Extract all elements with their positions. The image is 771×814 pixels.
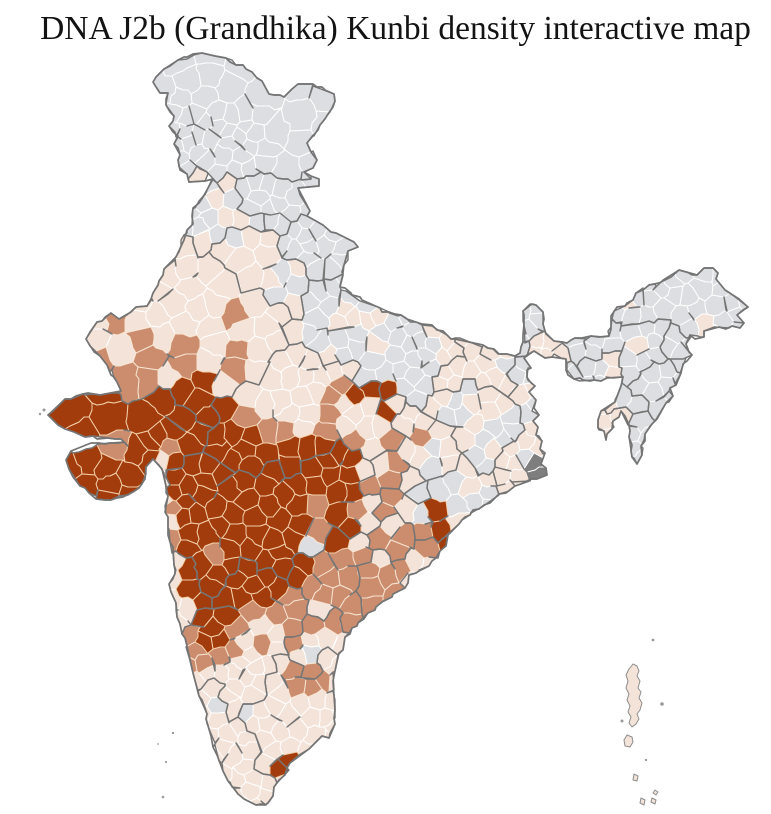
district[interactable] — [205, 99, 228, 122]
district[interactable] — [646, 332, 665, 350]
district[interactable] — [242, 504, 268, 527]
island-district[interactable] — [632, 773, 639, 782]
district[interactable] — [180, 134, 197, 155]
district[interactable] — [412, 521, 434, 541]
district[interactable] — [210, 628, 231, 650]
district[interactable] — [124, 326, 155, 354]
islands-layer — [38, 408, 664, 806]
state-border — [281, 273, 466, 413]
district[interactable] — [224, 339, 250, 361]
district[interactable] — [169, 86, 193, 109]
district[interactable] — [194, 630, 214, 655]
islet-dot — [164, 760, 168, 764]
districts-layer[interactable] — [47, 52, 749, 806]
islet-dot — [171, 731, 175, 735]
islet-dot — [161, 795, 165, 799]
district[interactable] — [299, 237, 320, 256]
island-district[interactable] — [639, 797, 646, 806]
district[interactable] — [281, 617, 304, 638]
district[interactable] — [252, 633, 272, 657]
islet-dot — [157, 743, 159, 745]
district[interactable] — [289, 692, 311, 717]
islet-dot — [644, 758, 648, 762]
island-district[interactable] — [650, 797, 657, 805]
state-border — [237, 646, 339, 784]
district[interactable] — [115, 459, 146, 488]
state-border — [164, 437, 383, 599]
district[interactable] — [214, 69, 249, 104]
state-border — [276, 213, 359, 282]
islet-dot — [42, 408, 46, 412]
state-border — [561, 318, 672, 415]
district[interactable] — [311, 583, 334, 606]
district[interactable] — [446, 390, 464, 411]
island-district[interactable] — [623, 734, 634, 748]
islet-dot — [38, 412, 42, 416]
district[interactable] — [303, 678, 323, 698]
district[interactable] — [286, 220, 303, 240]
state-border — [202, 341, 407, 479]
district[interactable] — [236, 119, 255, 135]
islet-dot — [660, 702, 664, 706]
district[interactable] — [240, 424, 264, 447]
district[interactable] — [304, 475, 328, 496]
district[interactable] — [318, 384, 343, 406]
district[interactable] — [289, 385, 315, 408]
island-district[interactable] — [652, 789, 659, 796]
national-boundary — [47, 52, 749, 806]
district[interactable] — [368, 322, 392, 343]
map-title: DNA J2b (Grandhika) Kunbi density intera… — [40, 10, 751, 47]
district[interactable] — [258, 172, 278, 197]
district[interactable] — [403, 350, 423, 369]
district[interactable] — [505, 454, 525, 472]
district[interactable] — [216, 135, 242, 152]
district[interactable] — [220, 296, 251, 332]
district[interactable] — [230, 585, 254, 611]
district[interactable] — [323, 501, 349, 529]
district[interactable] — [340, 402, 365, 426]
district[interactable] — [255, 137, 286, 158]
district[interactable] — [378, 427, 407, 452]
islet-dot — [651, 638, 655, 642]
islet-dot — [620, 719, 624, 723]
district[interactable] — [192, 472, 219, 492]
district[interactable] — [219, 356, 247, 386]
island-district[interactable] — [625, 663, 643, 728]
district[interactable] — [147, 420, 168, 448]
